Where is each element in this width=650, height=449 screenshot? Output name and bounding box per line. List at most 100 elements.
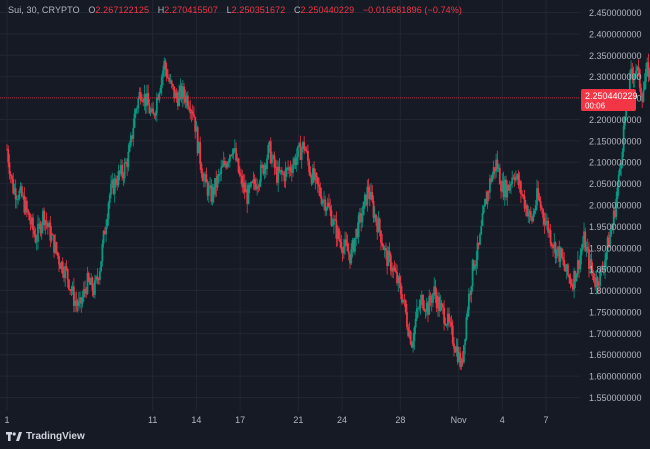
candle (288, 165, 291, 178)
candle (630, 60, 632, 80)
candle (356, 222, 359, 239)
candle (407, 323, 410, 338)
y-tick-label: 2.400000000 (589, 29, 642, 39)
candle (274, 159, 277, 175)
candle (424, 308, 427, 319)
candle (54, 234, 57, 255)
candle (155, 92, 158, 122)
candle (269, 137, 272, 165)
candle (518, 172, 521, 193)
candle (235, 142, 237, 162)
candle (297, 145, 299, 165)
candle (553, 233, 556, 254)
candle (429, 292, 432, 307)
candle (211, 183, 214, 206)
candle (97, 277, 100, 285)
candle (32, 213, 34, 238)
candle (549, 223, 552, 247)
candle (413, 325, 416, 350)
candle (162, 65, 164, 86)
candle (190, 109, 193, 123)
candle (132, 118, 135, 147)
candle (622, 117, 625, 158)
candle (142, 98, 145, 107)
tradingview-logo[interactable]: TradingView (6, 431, 85, 442)
candle (106, 213, 109, 230)
candle (341, 246, 344, 262)
candle (81, 290, 84, 308)
candle (28, 211, 31, 221)
candle (456, 338, 459, 365)
candle (507, 184, 510, 192)
candle (396, 264, 398, 286)
time-axis[interactable]: 1 11 14 17 21 24 28 Nov 4 7 (4, 415, 548, 425)
candle (432, 292, 434, 308)
candle (16, 195, 18, 209)
x-tick-label: Nov (451, 415, 468, 425)
candle (17, 195, 20, 205)
candle (134, 107, 137, 119)
candle (181, 80, 184, 108)
candle (643, 73, 646, 91)
candle (6, 144, 8, 151)
candle (380, 230, 382, 251)
candle (449, 316, 452, 328)
open-value: 2.267122125 (95, 5, 150, 15)
candle (361, 206, 364, 228)
candle (589, 254, 592, 274)
candle (496, 150, 499, 173)
x-tick-label: 24 (337, 415, 347, 425)
candle (262, 164, 265, 176)
candle (199, 136, 202, 170)
candle (623, 116, 626, 130)
candle (19, 181, 22, 194)
candle (309, 166, 312, 178)
candle (590, 252, 593, 276)
candle (206, 179, 209, 201)
candle (537, 180, 540, 201)
candle (597, 281, 600, 294)
candle (46, 222, 49, 235)
candle (122, 171, 125, 186)
candle (248, 182, 251, 194)
candle (558, 240, 561, 268)
candle (82, 281, 85, 302)
candle (175, 88, 178, 103)
candle (252, 171, 255, 190)
y-tick-label: 1.700000000 (589, 329, 642, 339)
candle (470, 285, 473, 304)
candle (111, 172, 114, 189)
candle (268, 140, 271, 153)
candle (196, 125, 199, 157)
candle (226, 161, 229, 169)
candle (575, 272, 578, 282)
candle (433, 277, 436, 300)
candle (367, 178, 370, 200)
candle (172, 83, 174, 91)
candle (112, 178, 115, 196)
candle (131, 135, 133, 143)
candle (363, 192, 366, 209)
candle (438, 292, 441, 318)
candle (64, 262, 67, 287)
candle (355, 228, 358, 247)
candle (531, 216, 533, 224)
candle (280, 166, 283, 182)
candle (365, 194, 367, 207)
candle (435, 288, 438, 313)
candle (571, 278, 574, 292)
x-tick-label: 28 (395, 415, 405, 425)
candle (542, 208, 545, 227)
candle (256, 178, 259, 196)
candle (25, 197, 28, 218)
candle (446, 307, 449, 331)
candle (154, 110, 157, 121)
candle (521, 190, 524, 199)
candle (50, 226, 53, 243)
candle (466, 306, 469, 320)
symbol-title[interactable]: Sui, 30, CRYPTO (8, 5, 80, 15)
candle (404, 299, 407, 315)
candle (428, 289, 431, 315)
candle (646, 57, 649, 77)
